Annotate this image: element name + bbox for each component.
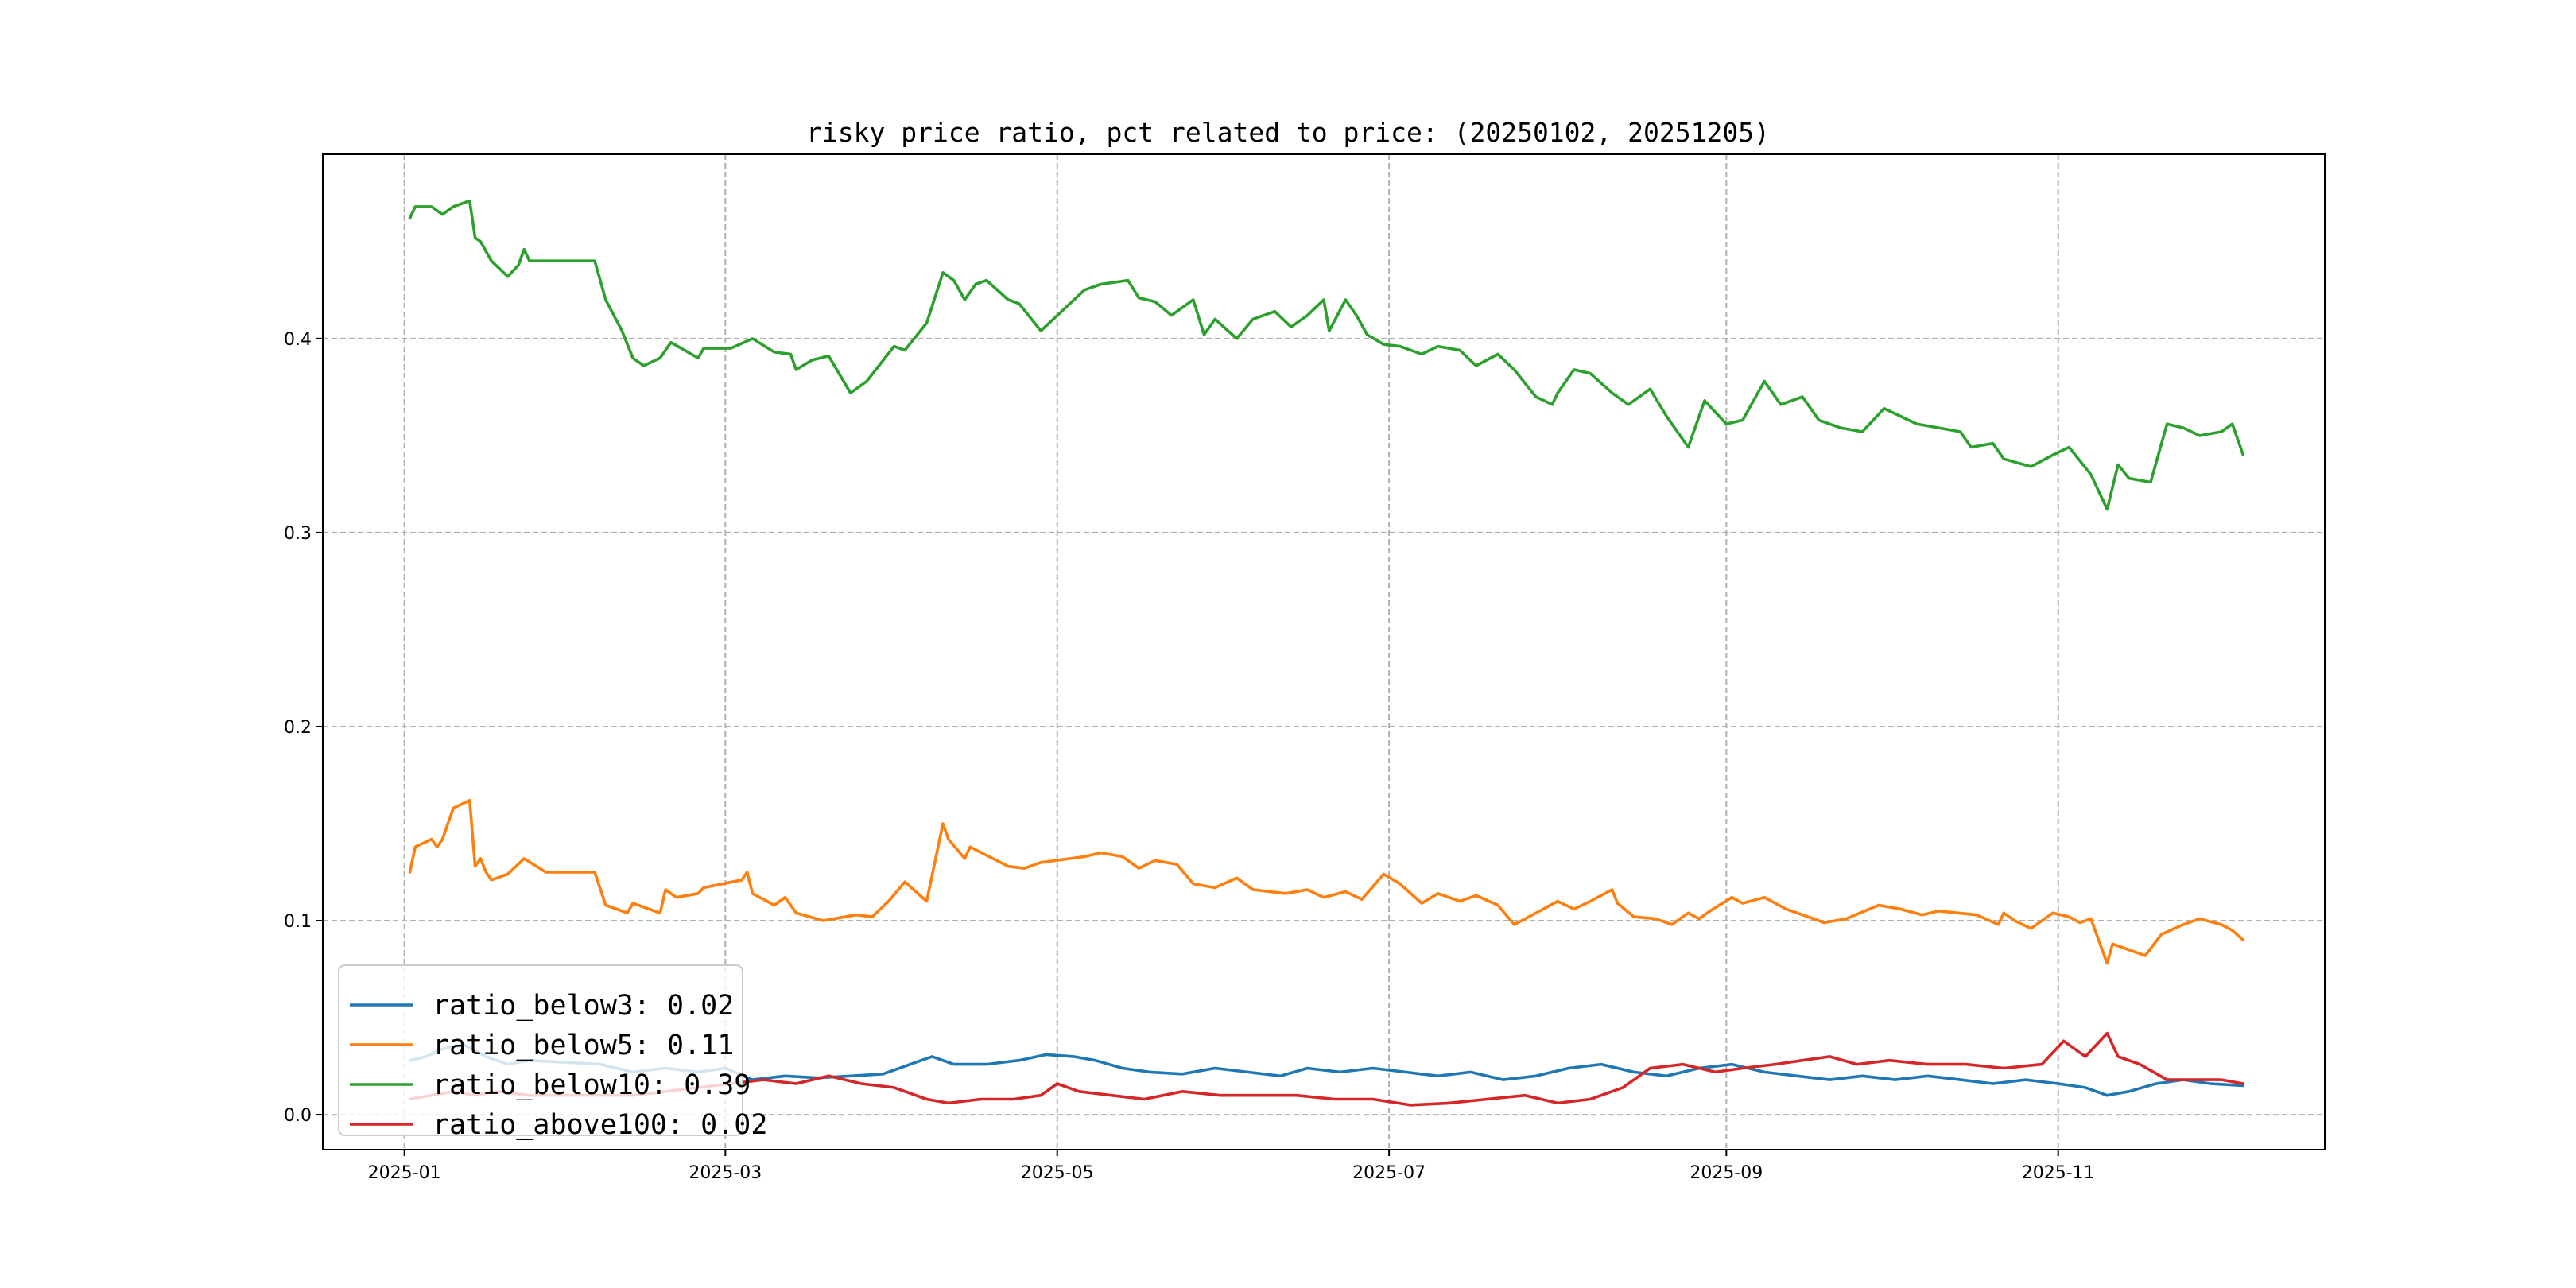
y-tick-label: 0.1 xyxy=(284,912,312,932)
legend-label-ratio_below10: ratio_below10: 0.39 xyxy=(433,1069,751,1101)
y-tick-label: 0.0 xyxy=(284,1106,312,1126)
x-tick-label: 2025-11 xyxy=(2022,1163,2095,1183)
series-line-ratio_below5 xyxy=(408,798,2245,965)
plot-frame xyxy=(322,153,2326,1150)
x-axis: 2025-01 2025-03 2025-05 2025-07 2025-09 2025-… xyxy=(368,1150,2095,1183)
x-tick-label: 2025-07 xyxy=(1352,1163,1426,1183)
legend-label-ratio_below3: ratio_below3: 0.02 xyxy=(433,990,734,1022)
y-tick-label: 0.2 xyxy=(284,718,312,738)
series-line-ratio_below10 xyxy=(408,199,2245,511)
y-tick-label: 0.4 xyxy=(284,330,312,350)
chart-title: risky price ratio, pct related to price:… xyxy=(806,117,1770,148)
x-tick-label: 2025-01 xyxy=(368,1163,441,1183)
x-tick-label: 2025-03 xyxy=(689,1163,762,1183)
y-tick-label: 0.3 xyxy=(284,524,312,544)
x-tick-label: 2025-05 xyxy=(1021,1163,1094,1183)
legend-label-ratio_above100: ratio_above100: 0.02 xyxy=(433,1109,767,1141)
legend: ratio_below3: 0.02 ratio_below5: 0.11 rati… xyxy=(338,964,767,1141)
y-axis: 0.0 0.1 0.2 0.3 0.4 xyxy=(284,330,323,1126)
x-tick-label: 2025-09 xyxy=(1690,1163,1763,1183)
legend-label-ratio_below5: ratio_below5: 0.11 xyxy=(433,1030,734,1061)
legend-box xyxy=(338,964,743,1136)
